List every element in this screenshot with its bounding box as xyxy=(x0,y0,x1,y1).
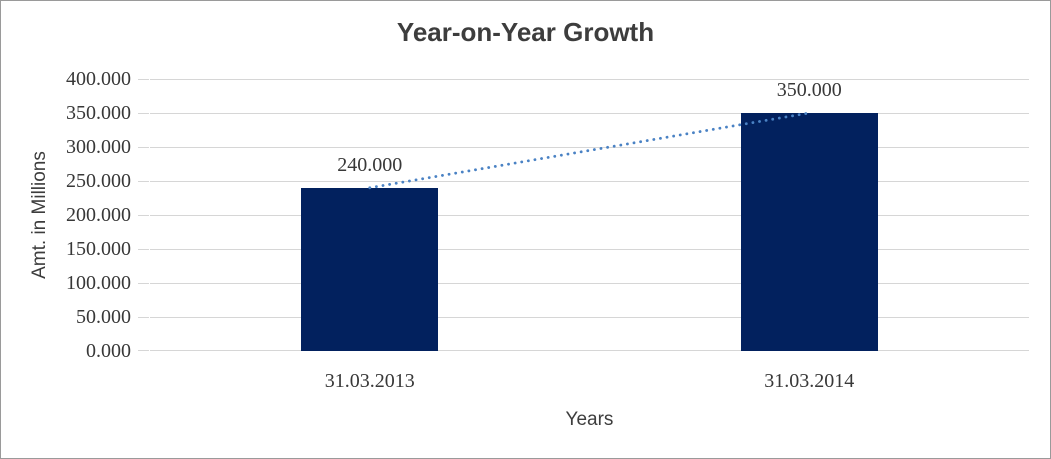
y-tick-label: 350.000 xyxy=(66,102,131,124)
chart-title: Year-on-Year Growth xyxy=(396,17,655,47)
x-axis-title: Years xyxy=(565,409,614,430)
y-tick-mark xyxy=(138,79,149,80)
gridline xyxy=(150,317,1029,318)
data-label: 240.000 xyxy=(337,153,403,176)
y-tick-label: 200.000 xyxy=(66,204,131,226)
gridline xyxy=(150,283,1029,284)
y-tick-mark xyxy=(138,249,149,250)
x-category-label: 31.03.2014 xyxy=(764,370,855,392)
gridline xyxy=(150,79,1029,80)
y-tick-mark xyxy=(138,350,149,351)
y-tick-label: 300.000 xyxy=(66,136,131,158)
y-tick-mark xyxy=(138,215,149,216)
bar-31.03.2014 xyxy=(740,113,878,351)
y-tick-mark xyxy=(138,283,149,284)
y-tick-label: 150.000 xyxy=(66,238,131,260)
y-tick-label: 100.000 xyxy=(66,272,131,294)
data-label: 350.000 xyxy=(776,79,842,101)
gridline xyxy=(150,215,1029,216)
y-tick-mark xyxy=(138,147,149,148)
gridline xyxy=(150,113,1029,114)
y-tick-label: 50.000 xyxy=(76,306,131,328)
gridline xyxy=(150,147,1029,148)
y-tick-label: 400.000 xyxy=(66,68,131,90)
y-tick-mark xyxy=(138,317,149,318)
gridline xyxy=(150,350,1029,351)
y-tick-label: 0.000 xyxy=(86,340,131,362)
plot-area: 240.000 350.000 xyxy=(150,79,1029,351)
gridline xyxy=(150,181,1029,182)
bar-31.03.2013 xyxy=(301,187,439,351)
y-tick-label: 250.000 xyxy=(66,170,131,192)
x-category-label: 31.03.2013 xyxy=(324,370,415,392)
gridline xyxy=(150,249,1029,250)
y-tick-mark xyxy=(138,113,149,114)
y-tick-mark xyxy=(138,181,149,182)
